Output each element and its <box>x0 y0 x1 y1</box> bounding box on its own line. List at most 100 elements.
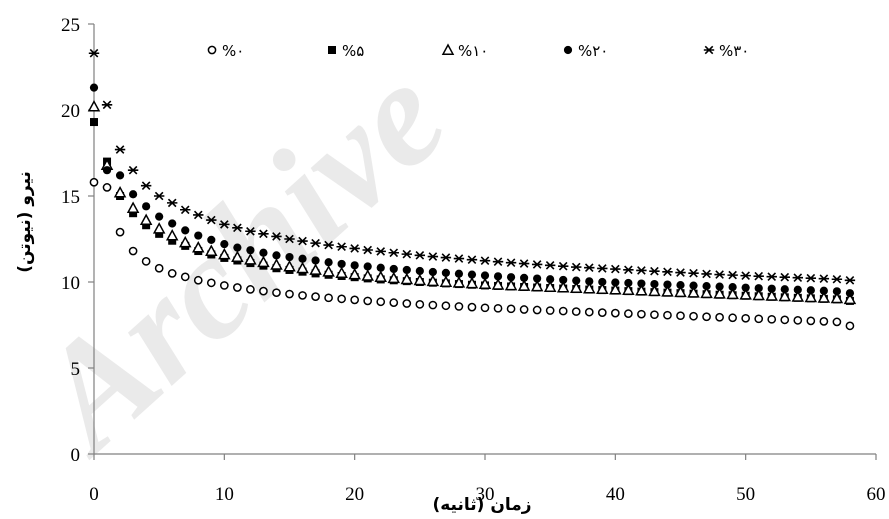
y-tick-label: 5 <box>71 359 81 380</box>
x-tick-label: 50 <box>736 484 755 505</box>
data-point <box>556 280 570 293</box>
data-point <box>115 171 125 180</box>
data-point <box>348 267 361 280</box>
data-point <box>805 273 817 283</box>
data-point <box>205 244 218 256</box>
legend-marker <box>563 45 573 55</box>
data-point <box>231 250 244 263</box>
data-point <box>830 291 844 304</box>
data-point <box>466 255 478 264</box>
data-point <box>428 267 437 277</box>
legend-marker <box>207 45 217 55</box>
data-point <box>441 301 451 311</box>
data-point <box>337 259 346 269</box>
data-point <box>792 273 803 283</box>
data-point <box>701 269 712 279</box>
data-point <box>389 264 398 274</box>
data-point <box>491 278 505 290</box>
data-point <box>571 307 581 316</box>
data-point <box>152 222 166 234</box>
data-point <box>780 315 790 325</box>
data-point <box>259 248 268 257</box>
data-point <box>818 274 830 284</box>
data-point <box>114 145 126 154</box>
data-point <box>558 306 568 316</box>
data-point <box>765 289 778 301</box>
data-point <box>597 308 607 317</box>
data-point <box>793 285 802 294</box>
data-point <box>806 286 815 295</box>
data-point <box>675 268 686 277</box>
data-point <box>793 316 803 325</box>
data-point <box>819 317 829 326</box>
data-point <box>246 246 255 255</box>
data-point <box>272 288 281 298</box>
data-point <box>89 83 99 92</box>
data-point <box>804 290 818 303</box>
data-point <box>428 300 438 310</box>
y-tick-label: 25 <box>61 15 80 36</box>
data-point <box>687 286 700 298</box>
data-point <box>778 289 792 302</box>
data-point <box>139 213 153 226</box>
data-point <box>349 244 360 253</box>
data-point <box>728 313 737 323</box>
data-point <box>180 272 190 282</box>
data-point <box>113 185 127 198</box>
data-point <box>258 229 269 239</box>
data-point <box>754 284 763 293</box>
data-point <box>233 243 242 252</box>
data-point <box>427 252 439 261</box>
data-point <box>415 300 425 309</box>
data-point <box>89 177 99 187</box>
data-point <box>206 215 217 225</box>
data-point <box>623 265 634 275</box>
data-point <box>297 236 308 246</box>
y-axis-title: نیرو (نیوتن) <box>15 171 35 273</box>
data-point <box>648 284 661 297</box>
x-tick-label: 20 <box>345 484 364 505</box>
data-point <box>324 258 333 267</box>
data-point <box>740 271 751 280</box>
data-point <box>597 264 608 273</box>
data-point <box>129 190 138 199</box>
legend-label: %۵ <box>342 42 364 60</box>
data-point <box>311 256 320 265</box>
data-point <box>363 262 372 271</box>
data-point <box>415 266 424 276</box>
data-point <box>767 284 776 293</box>
data-point <box>571 262 582 272</box>
data-point <box>544 261 556 270</box>
data-point <box>453 254 465 263</box>
data-point <box>832 287 842 296</box>
data-point <box>88 48 100 58</box>
data-point <box>246 285 255 294</box>
data-point <box>845 289 855 298</box>
data-point <box>101 100 113 110</box>
data-point <box>142 221 151 230</box>
data-point <box>155 212 164 221</box>
series-group <box>89 177 855 331</box>
data-point <box>285 289 294 299</box>
data-point <box>168 219 177 228</box>
data-point <box>584 263 595 273</box>
data-point <box>545 306 555 315</box>
data-point <box>285 252 294 262</box>
data-point <box>283 259 296 272</box>
legend-marker <box>328 46 336 54</box>
data-point <box>180 205 191 215</box>
data-point <box>532 305 542 315</box>
data-point <box>402 299 412 308</box>
data-point <box>572 276 581 285</box>
data-point <box>637 279 646 288</box>
data-point <box>153 191 165 201</box>
data-point <box>531 260 543 269</box>
data-point <box>401 249 412 259</box>
legend: %۰ %۵ %۱۰ %۲۰ %۳۰ <box>207 42 749 60</box>
x-tick-label: 40 <box>606 484 625 505</box>
data-point <box>259 286 268 296</box>
data-point <box>454 302 464 311</box>
data-point <box>661 285 674 297</box>
data-point <box>155 229 164 238</box>
data-point <box>233 283 242 292</box>
